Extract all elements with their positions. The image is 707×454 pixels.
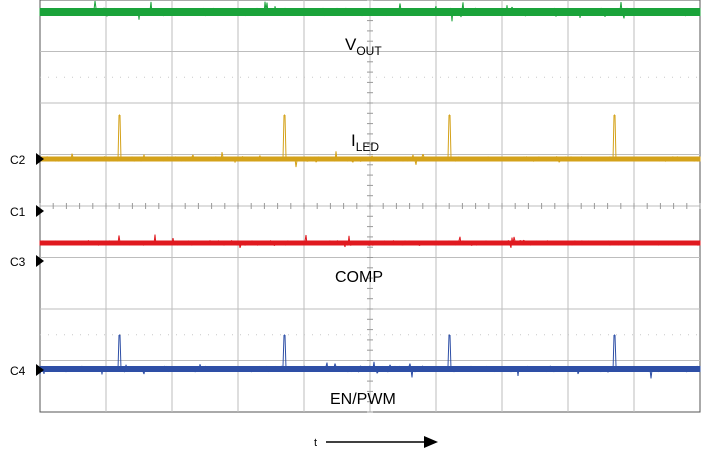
trace-vout <box>39 0 701 22</box>
marker-c4-arrow <box>36 364 44 376</box>
marker-c2-arrow <box>36 153 44 165</box>
grid <box>39 0 701 413</box>
time-arrow-head <box>424 436 438 448</box>
traces <box>39 0 701 379</box>
label-comp: COMP <box>335 269 383 286</box>
x-axis-label: t <box>314 437 317 449</box>
label-iled: ILED <box>351 131 379 154</box>
marker-c3-arrow <box>36 255 44 267</box>
marker-c4-label: C4 <box>10 364 26 378</box>
marker-c1-arrow <box>36 205 44 217</box>
marker-c3-label: C3 <box>10 255 26 269</box>
marker-c1-label: C1 <box>10 205 26 219</box>
label-en-pwm: EN/PWM <box>330 391 396 408</box>
marker-c2-label: C2 <box>10 153 26 167</box>
label-vout: VOUT <box>345 35 382 58</box>
trace-comp <box>39 234 701 249</box>
